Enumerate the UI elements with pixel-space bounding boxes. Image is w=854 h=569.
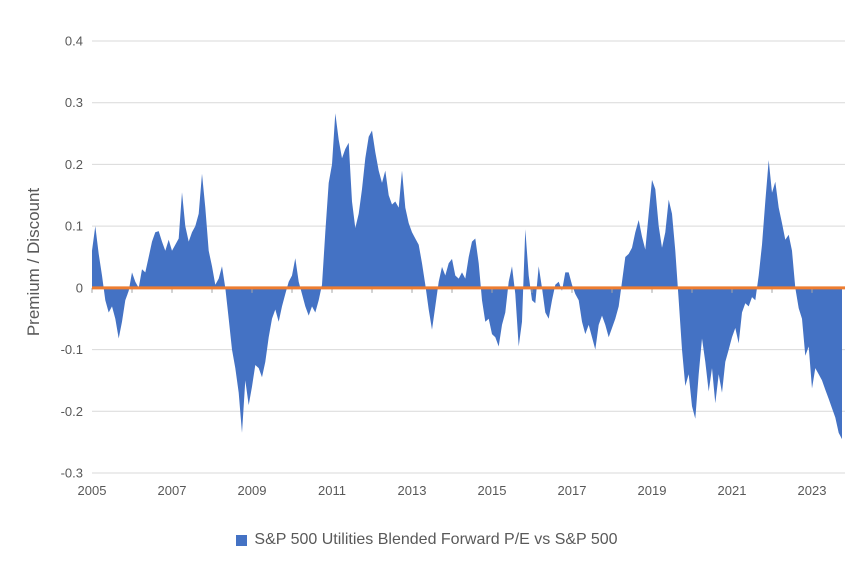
area-series (92, 113, 842, 440)
x-tick-label: 2007 (158, 483, 187, 498)
legend: S&P 500 Utilities Blended Forward P/E vs… (0, 531, 854, 549)
chart-plot-area: 0.4 0.3 0.2 0.1 0 -0.1 -0.2 -0.3 2005 2007 2009 201… (61, 34, 845, 498)
x-tick-label: 2019 (638, 483, 667, 498)
x-tick-label: 2013 (398, 483, 427, 498)
x-tick-label: 2009 (238, 483, 267, 498)
x-tick-label: 2023 (798, 483, 827, 498)
x-tick-label: 2015 (478, 483, 507, 498)
y-tick-label: -0.2 (61, 404, 83, 419)
y-tick-label: 0.1 (65, 219, 83, 234)
x-tick-label: 2011 (318, 483, 346, 498)
y-tick-label: 0 (76, 280, 83, 295)
x-tick-label: 2005 (78, 483, 107, 498)
legend-area-marker (236, 534, 248, 546)
y-tick-label: -0.1 (61, 342, 83, 357)
legend-label: S&P 500 Utilities Blended Forward P/E vs… (254, 531, 618, 548)
y-tick-label: 0.2 (65, 157, 83, 172)
x-tick-label: 2017 (558, 483, 587, 498)
y-tick-label: 0.3 (65, 95, 83, 110)
y-tick-label: -0.3 (61, 466, 83, 481)
x-tick-label: 2021 (718, 483, 747, 498)
y-tick-label: 0.4 (65, 34, 83, 49)
